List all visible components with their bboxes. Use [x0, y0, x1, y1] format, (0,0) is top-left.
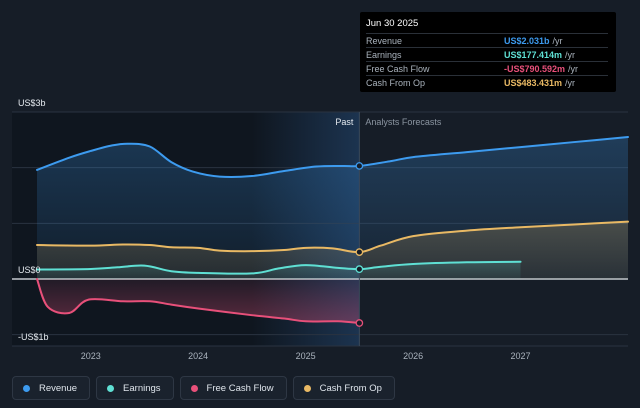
tooltip-value: -US$790.592m — [504, 63, 566, 74]
point-revenue — [355, 162, 364, 170]
y-label-bottom: -US$1b — [18, 332, 49, 342]
y-label-top: US$3b — [18, 98, 46, 108]
legend-item-earnings[interactable]: Earnings — [96, 376, 174, 400]
tooltip-row-revenue: Revenue US$2.031b /yr — [366, 33, 608, 47]
x-tick-label: 2024 — [188, 351, 208, 361]
legend-dot-icon — [23, 384, 30, 392]
legend-item-cash-from-op[interactable]: Cash From Op — [292, 376, 395, 400]
legend-label: Free Cash Flow — [206, 382, 274, 394]
legend-label: Cash From Op — [319, 382, 382, 394]
tooltip-value: US$2.031b — [504, 35, 550, 46]
point-earnings — [355, 265, 364, 273]
legend-label: Earnings — [123, 382, 161, 394]
tooltip-row-earnings: Earnings US$177.414m /yr — [366, 47, 608, 61]
tooltip-label: Free Cash Flow — [366, 63, 430, 74]
tooltip-unit: /yr — [552, 35, 563, 46]
x-tick-label: 2026 — [403, 351, 423, 361]
area-free-cash-flow — [37, 279, 360, 324]
past-label: Past — [335, 117, 354, 127]
y-label-zero: US$0 — [18, 265, 41, 275]
line-free-cash-flow — [36, 278, 361, 325]
legend-dot-icon — [303, 384, 311, 392]
financial-chart: US$3b US$0 -US$1b 2023 2024 2025 2026 2027 Past A… — [12, 98, 629, 361]
legend-item-revenue[interactable]: Revenue — [12, 376, 91, 400]
tooltip-label: Cash From Op — [366, 77, 426, 88]
area-earnings — [37, 261, 521, 279]
tooltip-label: Earnings — [366, 49, 402, 60]
legend-label: Revenue — [39, 382, 78, 394]
x-tick-label: 2023 — [81, 351, 101, 361]
line-revenue — [36, 136, 629, 178]
tooltip-value: US$483.431m — [504, 77, 563, 88]
point-cash-from-op — [355, 248, 364, 256]
tooltip-date: Jun 30 2025 — [366, 18, 419, 29]
legend-item-free-cash-flow[interactable]: Free Cash Flow — [179, 376, 287, 400]
legend: Revenue Earnings Free Cash Flow Cash Fro… — [12, 376, 395, 400]
tooltip: Jun 30 2025 Revenue US$2.031b /yr Earnin… — [360, 12, 616, 92]
legend-dot-icon — [190, 384, 198, 392]
forecast-label: Analysts Forecasts — [365, 117, 442, 127]
tooltip-row-free-cash-flow: Free Cash Flow -US$790.592m /yr — [366, 61, 608, 75]
point-free-cash-flow — [355, 319, 364, 327]
line-earnings — [36, 260, 522, 275]
tooltip-label: Revenue — [366, 35, 403, 46]
line-cash-from-op — [36, 220, 629, 254]
tooltip-row-cash-from-op: Cash From Op US$483.431m /yr — [366, 75, 608, 89]
legend-dot-icon — [107, 384, 115, 392]
tooltip-unit: /yr — [565, 49, 576, 60]
tooltip-unit: /yr — [568, 63, 579, 74]
x-tick-label: 2025 — [296, 351, 316, 361]
tooltip-value: US$177.414m — [504, 49, 563, 60]
tooltip-unit: /yr — [565, 77, 576, 88]
x-tick-label: 2027 — [511, 351, 531, 361]
